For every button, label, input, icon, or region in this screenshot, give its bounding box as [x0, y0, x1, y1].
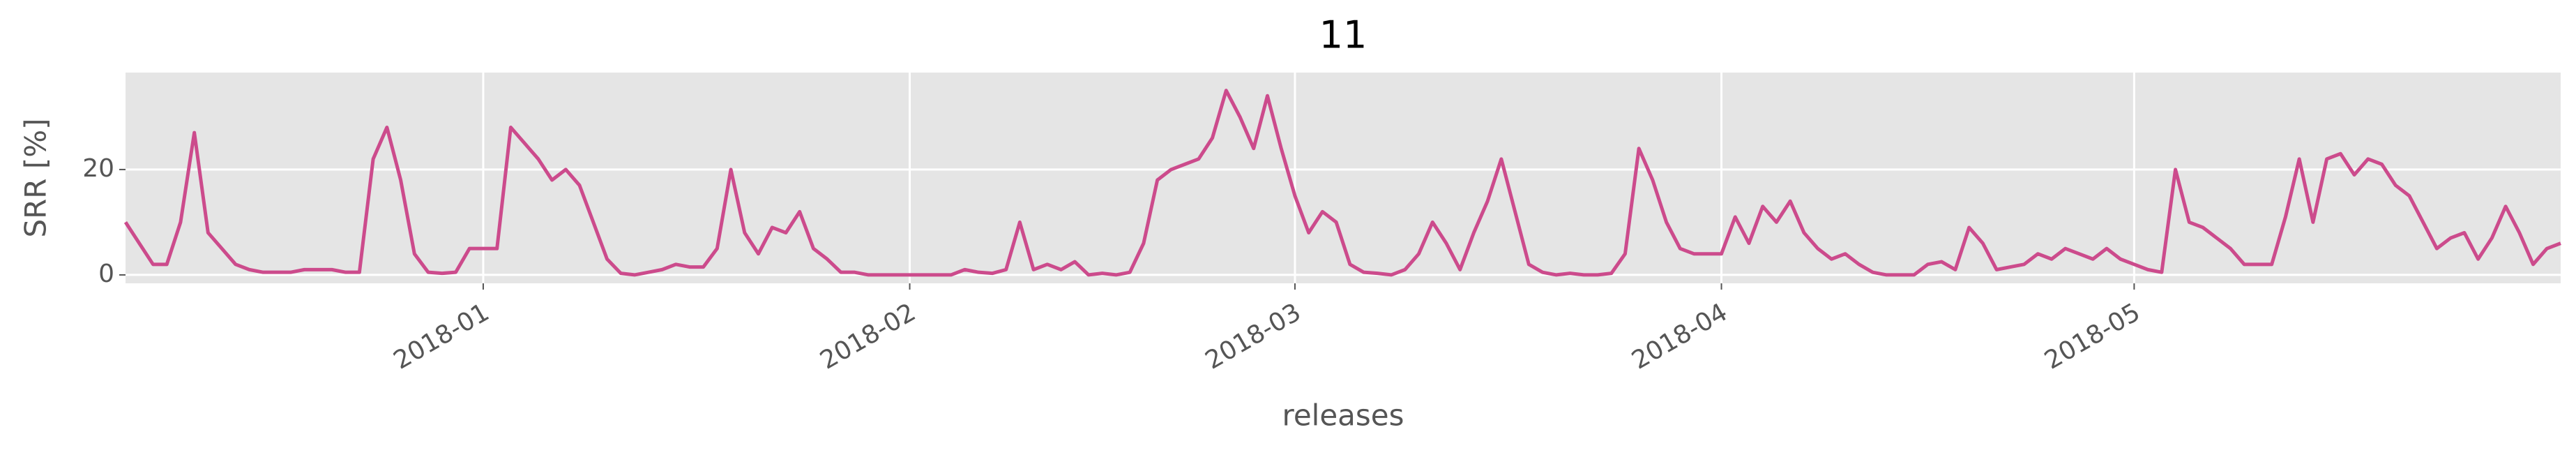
- data-line: [123, 89, 2561, 277]
- x-tick-label: 2018-04: [1627, 298, 1732, 375]
- chart-title: 11: [1319, 13, 1367, 57]
- y-tick-label: 0: [98, 260, 114, 288]
- x-tick-label: 2018-05: [2040, 298, 2145, 375]
- y-axis-label: SRR [%]: [19, 118, 53, 237]
- x-tick-label: 2018-01: [389, 298, 494, 375]
- x-axis-label: releases: [1282, 398, 1404, 433]
- plot-area: [126, 73, 2561, 283]
- y-tick-label: 20: [82, 154, 114, 183]
- x-tick-label: 2018-02: [815, 298, 920, 375]
- x-tick-label: 2018-03: [1201, 298, 1306, 375]
